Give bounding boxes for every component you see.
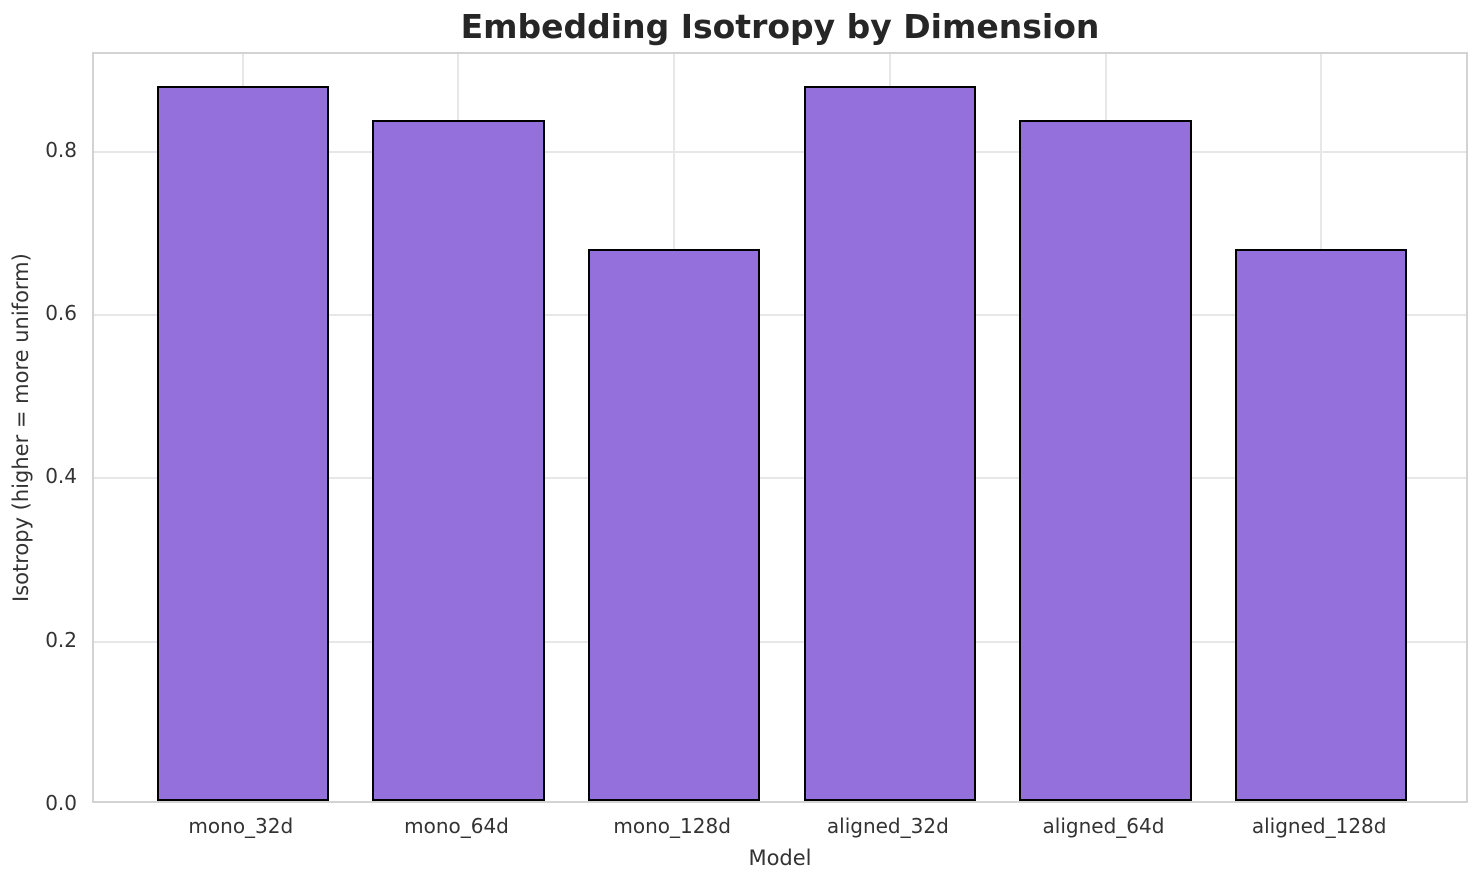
x-tick-label-mono_128d: mono_128d [613,814,731,838]
y-tick-label: 0.8 [45,137,77,162]
horizontal-gridline [94,640,1466,643]
x-tick-label-aligned_64d: aligned_64d [1042,814,1165,838]
plot-area [92,52,1468,803]
x-tick-label-aligned_32d: aligned_32d [826,814,949,838]
horizontal-gridline [94,477,1466,480]
bar-mono_32d [156,85,330,801]
bar-aligned_32d [803,85,977,801]
x-tick-label-mono_32d: mono_32d [188,814,294,838]
bar-mono_128d [587,249,761,801]
y-tick-label: 0.4 [45,464,77,489]
bar-aligned_64d [1019,120,1192,801]
horizontal-gridline [94,150,1466,153]
bar-mono_64d [372,120,545,801]
x-tick-label-aligned_128d: aligned_128d [1251,814,1387,838]
y-axis-label: Isotropy (higher = more uniform) [9,253,33,602]
x-axis-label: Model [748,846,812,870]
y-tick-label: 0.2 [45,627,77,652]
bar-aligned_128d [1234,249,1408,801]
horizontal-gridline [94,314,1466,317]
y-tick-label: 0.6 [45,301,77,326]
y-tick-label: 0.0 [45,791,77,815]
chart-title: Embedding Isotropy by Dimension [460,7,1100,46]
x-tick-label-mono_64d: mono_64d [404,814,509,838]
